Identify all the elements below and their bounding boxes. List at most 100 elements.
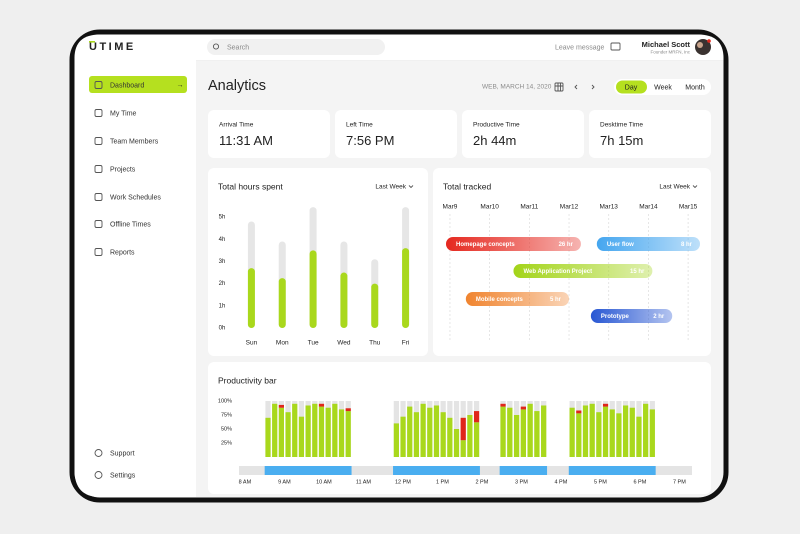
bar-segment xyxy=(345,408,351,412)
bar-segment xyxy=(447,417,453,457)
stat-label: Left Time xyxy=(346,122,373,129)
nav-item[interactable]: My Time xyxy=(110,110,137,117)
x-tick-label: Mar12 xyxy=(560,204,579,211)
bar xyxy=(309,250,317,328)
x-tick-label: 9 AM xyxy=(278,479,291,485)
brand-accent xyxy=(89,41,95,43)
stat-card xyxy=(335,110,457,158)
page-title: Analytics xyxy=(208,78,266,94)
x-tick-label: 2 PM xyxy=(475,479,488,485)
search-box[interactable] xyxy=(207,39,385,55)
x-tick-label: Sun xyxy=(246,340,258,347)
bar-segment xyxy=(393,423,399,457)
chart-title: Productivity bar xyxy=(218,375,277,385)
bar-segment xyxy=(500,403,506,407)
bar-segment xyxy=(473,411,480,423)
stat-label: Productive Time xyxy=(473,122,520,129)
nav-item[interactable]: Team Members xyxy=(110,138,159,145)
bar-segment xyxy=(576,413,582,457)
bar-segment xyxy=(338,409,345,457)
task-name: Web Application Project xyxy=(523,269,592,275)
x-tick-label: Mar9 xyxy=(443,204,458,211)
bar-segment xyxy=(596,412,602,457)
bar-segment xyxy=(643,403,649,457)
message-icon xyxy=(610,42,621,51)
bar-segment xyxy=(433,405,440,457)
stat-card xyxy=(462,110,584,158)
bar-segment xyxy=(527,403,533,457)
bar-segment xyxy=(292,403,298,457)
notification-dot xyxy=(707,39,711,43)
nav-item[interactable]: Reports xyxy=(110,249,135,256)
x-tick-label: Tue xyxy=(308,340,319,347)
period-select[interactable]: Last Week xyxy=(375,184,406,191)
view-active xyxy=(616,80,647,94)
active-span xyxy=(393,466,480,475)
user-name: Michael Scott xyxy=(642,40,691,49)
bar-segment xyxy=(649,409,655,457)
task-bar xyxy=(445,237,581,251)
bar-segment xyxy=(407,406,413,457)
bar-segment xyxy=(278,404,284,408)
task-hours: 2 hr xyxy=(653,314,665,320)
task-hours: 26 hr xyxy=(559,242,574,248)
x-tick-label: Mar14 xyxy=(639,204,658,211)
nav-active[interactable] xyxy=(89,76,187,93)
view-option[interactable]: Week xyxy=(654,84,672,91)
bar-segment xyxy=(312,403,318,457)
chart-title: Total tracked xyxy=(443,181,491,191)
nav-item[interactable]: Settings xyxy=(110,472,136,479)
task-name: Homepage concepts xyxy=(456,242,515,248)
y-tick-label: 4h xyxy=(219,237,226,243)
prev-arrow[interactable] xyxy=(574,84,578,90)
chevron xyxy=(408,185,414,189)
period-select[interactable]: Last Week xyxy=(659,184,690,191)
bar-segment xyxy=(513,415,520,457)
search-icon xyxy=(212,43,220,50)
task-hours: 15 hr xyxy=(630,269,645,275)
next-arrow[interactable] xyxy=(591,84,595,90)
task-hours: 5 hr xyxy=(550,297,562,303)
bar-segment xyxy=(285,412,291,457)
calendar-icon[interactable] xyxy=(554,82,564,92)
bar xyxy=(402,248,410,328)
card-tracked xyxy=(433,168,711,356)
bar-segment xyxy=(460,417,466,441)
x-tick-label: Fri xyxy=(402,340,410,347)
stat-value: 7:56 PM xyxy=(346,133,394,148)
bar-segment xyxy=(534,411,540,457)
bar-segment xyxy=(636,416,642,457)
user-role: Founder MRFN, Inc xyxy=(650,50,690,55)
nav-item[interactable]: Dashboard xyxy=(110,82,144,89)
bar-segment xyxy=(400,416,406,457)
brand: UTIME xyxy=(89,41,136,53)
task-bar xyxy=(465,292,570,306)
nav-icon xyxy=(94,81,103,89)
bar xyxy=(278,278,286,328)
view-option[interactable]: Day xyxy=(625,84,638,91)
nav-item[interactable]: Work Schedules xyxy=(110,194,161,201)
task-name: User flow xyxy=(607,242,634,248)
bar-segment xyxy=(325,407,331,457)
leave-message[interactable]: Leave message xyxy=(555,44,605,51)
stat-card xyxy=(589,110,711,158)
bar-segment xyxy=(413,412,420,457)
y-tick-label: 100% xyxy=(218,398,232,404)
active-span xyxy=(264,466,352,475)
task-hours: 8 hr xyxy=(681,242,693,248)
y-tick-label: 5h xyxy=(219,215,226,221)
x-tick-label: 5 PM xyxy=(594,479,607,485)
bar-segment xyxy=(305,405,311,457)
bar-segment xyxy=(616,413,622,457)
view-option[interactable]: Month xyxy=(685,84,705,91)
nav-icon xyxy=(94,137,103,145)
task-bar xyxy=(513,264,653,278)
nav-item[interactable]: Offline Times xyxy=(110,221,151,228)
nav-item[interactable]: Projects xyxy=(110,166,136,173)
bar xyxy=(371,283,379,328)
x-tick-label: 8 AM xyxy=(239,479,252,485)
bar-segment xyxy=(576,410,582,414)
stat-label: Arrival Time xyxy=(219,122,254,129)
nav-item[interactable]: Support xyxy=(110,450,135,457)
chart-title: Total hours spent xyxy=(218,181,283,191)
